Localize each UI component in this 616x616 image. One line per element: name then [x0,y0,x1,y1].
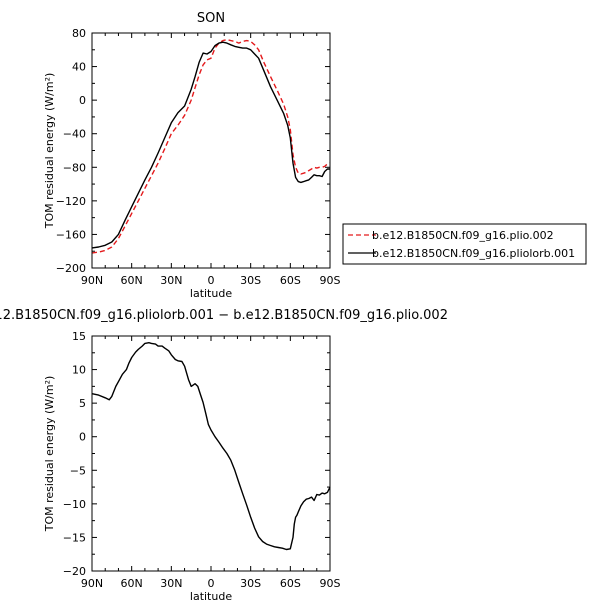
x-tick-label: 30N [160,274,182,287]
x-tick-label: 30S [240,274,261,287]
x-tick-label: 90S [320,274,341,287]
top-chart-frame [91,32,331,269]
top-chart-y-axis-title: TOM residual energy (W/m²) [43,73,56,230]
x-tick-label: 30N [160,577,182,590]
series-line-0-0 [91,39,331,254]
y-tick-label: 0 [79,431,86,444]
x-tick-label: 60S [280,577,301,590]
legend-entry-pliolorb: b.e12.B1850CN.f09_g16.pliolorb.001 [372,247,575,260]
legend: b.e12.B1850CN.f09_g16.plio.002 b.e12.B18… [342,223,587,265]
legend-entry-plio: b.e12.B1850CN.f09_g16.plio.002 [372,229,554,242]
x-tick-label: 0 [208,274,215,287]
top-chart-series [91,39,331,254]
x-tick-label: 0 [208,577,215,590]
bottom-chart-frame [91,335,331,572]
x-tick-label: 90S [320,577,341,590]
x-tick-label: 60N [121,274,143,287]
y-tick-label: −120 [56,195,86,208]
x-tick-label: 60S [280,274,301,287]
y-tick-label: −15 [63,531,86,544]
bottom-chart-ticks: 90N 60N 30N 0 30S 60S 90S −20 −15 −10 −5 0 5 10 15 [63,330,341,590]
y-tick-label: −5 [70,464,86,477]
y-tick-label: −10 [63,498,86,511]
series-line-1-0 [91,342,331,551]
y-tick-label: −200 [56,262,86,275]
x-tick-label: 30S [240,577,261,590]
y-tick-label: 10 [72,364,86,377]
bottom-chart-x-axis-title: latitude [190,590,232,603]
y-tick-label: −40 [63,128,86,141]
top-chart: SON 90N 60N 30N 0 30S 60S 90S −200 −160 −120 −80 −4… [43,11,341,300]
x-tick-label: 90N [81,577,103,590]
bottom-chart: b.e12.B1850CN.f09_g16.pliolorb.001 − b.e… [0,308,448,603]
top-chart-title: SON [197,11,225,26]
bottom-chart-y-axis-title: TOM residual energy (W/m²) [43,376,56,533]
bottom-chart-series [91,342,331,551]
y-tick-label: −20 [63,565,86,578]
series-line-0-1 [91,41,330,249]
x-tick-label: 60N [121,577,143,590]
top-chart-x-axis-title: latitude [190,287,232,300]
x-tick-label: 90N [81,274,103,287]
y-tick-label: 80 [72,27,86,40]
y-tick-label: −80 [63,161,86,174]
y-tick-label: 5 [79,397,86,410]
y-tick-label: 40 [72,61,86,74]
legend-box [342,223,587,265]
bottom-chart-title: b.e12.B1850CN.f09_g16.pliolorb.001 − b.e… [0,308,448,323]
y-tick-label: −160 [56,228,86,241]
y-tick-label: 15 [72,330,86,343]
y-tick-label: 0 [79,94,86,107]
